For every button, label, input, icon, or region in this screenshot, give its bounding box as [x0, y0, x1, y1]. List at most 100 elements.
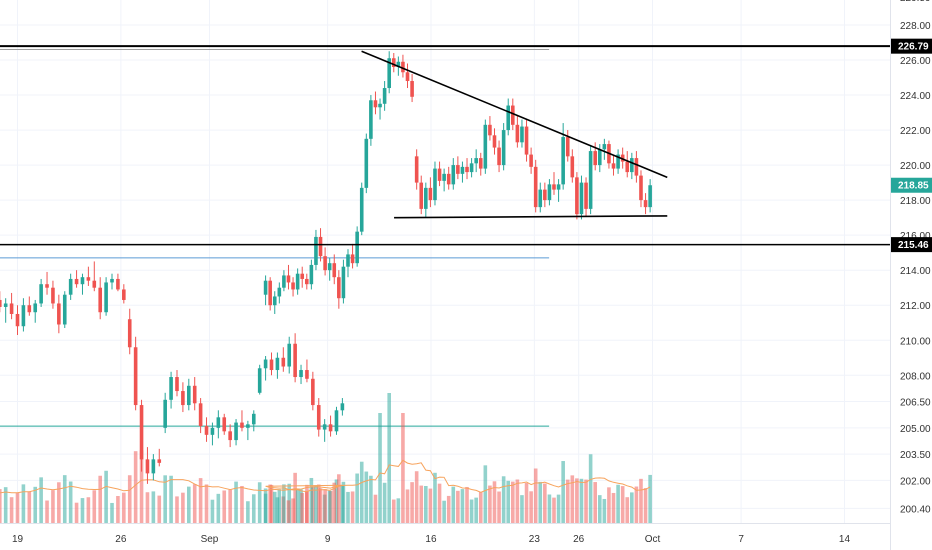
- horizontal-lines: [0, 45, 890, 246]
- candle-body: [122, 289, 126, 300]
- volume-bar: [584, 479, 588, 523]
- volume-bar: [643, 488, 648, 523]
- candle-body: [251, 413, 256, 425]
- volume-bar: [39, 477, 43, 523]
- x-tick-label: Sep: [201, 534, 219, 545]
- volume-bar: [428, 488, 433, 523]
- volume-bar: [359, 461, 364, 523]
- candle-body: [538, 189, 543, 208]
- volume-bar: [387, 393, 391, 523]
- x-tick-label: 9: [325, 534, 331, 545]
- y-tick-label: 200.40: [900, 504, 931, 515]
- volume-bar: [524, 482, 529, 523]
- candle-body: [300, 273, 305, 279]
- volume-bar: [45, 500, 49, 523]
- volume-bar: [474, 497, 478, 523]
- candle-body: [57, 303, 61, 325]
- volume-bar: [263, 493, 268, 523]
- candle-body: [359, 187, 364, 232]
- volume-bars: [0, 393, 652, 523]
- volume-bar: [446, 495, 451, 523]
- x-tick-label: 23: [529, 534, 541, 545]
- volume-bar: [620, 486, 625, 523]
- volume-bar: [27, 491, 32, 523]
- candle-body: [584, 182, 588, 209]
- candle-body: [323, 256, 327, 271]
- volume-bar: [282, 484, 286, 523]
- volume-moving-average: [0, 459, 651, 494]
- candle-body: [293, 343, 297, 378]
- volume-bar: [630, 492, 634, 523]
- candle-body: [228, 431, 232, 441]
- candle-body: [611, 163, 616, 169]
- volume-bar: [565, 479, 570, 523]
- candle-body: [520, 126, 524, 143]
- candle-body: [364, 138, 369, 188]
- candle-body: [151, 459, 156, 474]
- candle-body: [433, 168, 437, 201]
- volume-bar: [0, 489, 2, 523]
- candle-body: [45, 284, 49, 288]
- candle-body: [110, 278, 114, 283]
- volume-bar: [122, 492, 126, 523]
- candle-body: [0, 299, 2, 307]
- volume-bar: [286, 500, 291, 523]
- volume-bar: [492, 481, 497, 523]
- candle-body: [327, 263, 332, 271]
- candle-body: [27, 305, 32, 313]
- candle-body: [309, 264, 314, 285]
- candle-body: [565, 137, 570, 157]
- candle-body: [157, 459, 162, 463]
- candle-body: [401, 61, 405, 73]
- candle-body: [33, 303, 38, 313]
- candle-body: [104, 282, 108, 313]
- candle-body: [396, 61, 401, 68]
- candle-body: [602, 144, 607, 150]
- candle-body: [281, 357, 286, 367]
- price-axis[interactable]: [891, 0, 932, 550]
- y-tick-label: 216.00: [900, 231, 931, 242]
- volume-bar: [62, 475, 67, 523]
- candle-body: [451, 165, 456, 185]
- candle-body: [246, 424, 250, 428]
- candle-body: [575, 177, 579, 215]
- candle-body: [529, 154, 533, 167]
- candle-body: [299, 370, 303, 378]
- candle-body: [648, 185, 652, 208]
- candle-body: [287, 343, 292, 367]
- volume-bar: [497, 491, 501, 523]
- candle-body: [346, 254, 350, 267]
- candle-body: [305, 370, 309, 379]
- volume-bar: [378, 413, 382, 523]
- candle-body: [268, 280, 272, 306]
- volume-bar: [607, 487, 611, 523]
- y-tick-label: 224.00: [900, 91, 931, 102]
- volume-bar: [21, 484, 26, 523]
- x-tick-label: 16: [425, 534, 437, 545]
- volume-bar: [410, 482, 414, 523]
- candle-body: [515, 124, 520, 143]
- volume-bar: [437, 483, 442, 523]
- candle-body: [478, 158, 483, 169]
- candle-body: [456, 165, 460, 174]
- y-tick-label: 229.59: [900, 0, 931, 4]
- candle-body: [318, 236, 323, 257]
- volume-bar: [588, 454, 593, 523]
- x-tick-label: 7: [738, 534, 744, 545]
- volume-bar: [187, 486, 191, 523]
- y-tick-label: 228.00: [900, 21, 931, 32]
- volume-bar: [198, 478, 203, 523]
- volume-bar: [295, 489, 300, 523]
- volume-bar: [277, 489, 282, 523]
- volume-bar: [33, 486, 38, 523]
- volume-bar: [92, 490, 97, 523]
- candle-body: [588, 151, 593, 209]
- candle-body: [169, 377, 173, 400]
- candle-body: [277, 287, 282, 297]
- volume-bar: [442, 500, 446, 523]
- candle-body: [419, 182, 424, 209]
- candle-body: [446, 173, 451, 185]
- candle-body: [340, 403, 345, 411]
